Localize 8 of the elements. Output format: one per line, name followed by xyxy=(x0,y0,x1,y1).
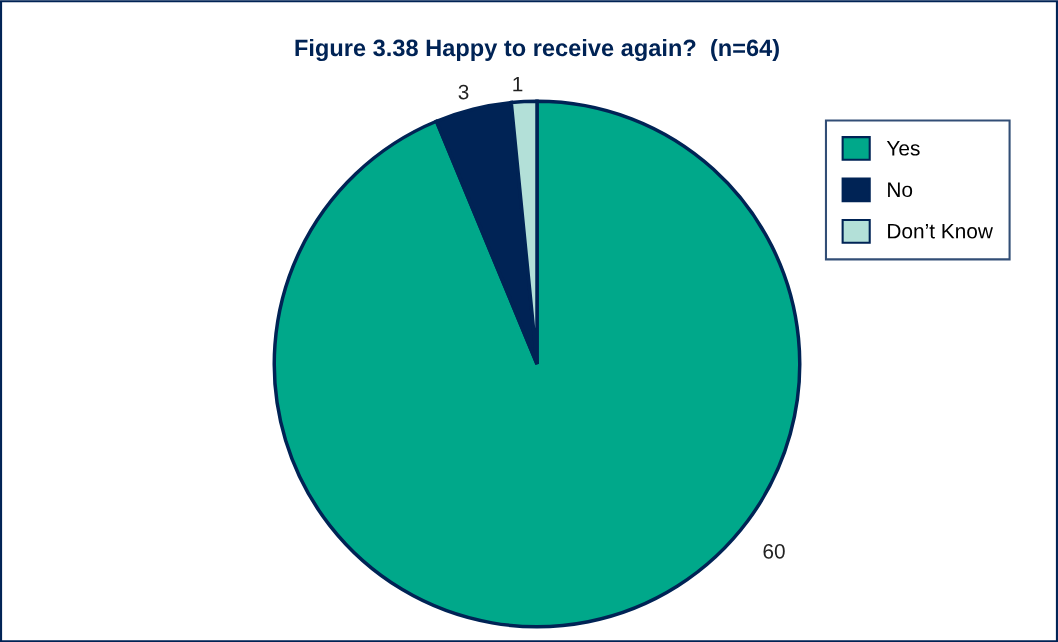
legend-label: Don’t Know xyxy=(888,224,993,239)
pie-slice xyxy=(272,99,802,629)
legend-label: No xyxy=(888,182,913,198)
data-label: 3 xyxy=(458,84,469,100)
legend-label: Yes xyxy=(886,141,920,156)
chart-title: Figure 3.38 Happy to receive again? (n=64) xyxy=(295,38,779,62)
data-label: 1 xyxy=(513,76,523,92)
data-label: 60 xyxy=(763,544,785,559)
